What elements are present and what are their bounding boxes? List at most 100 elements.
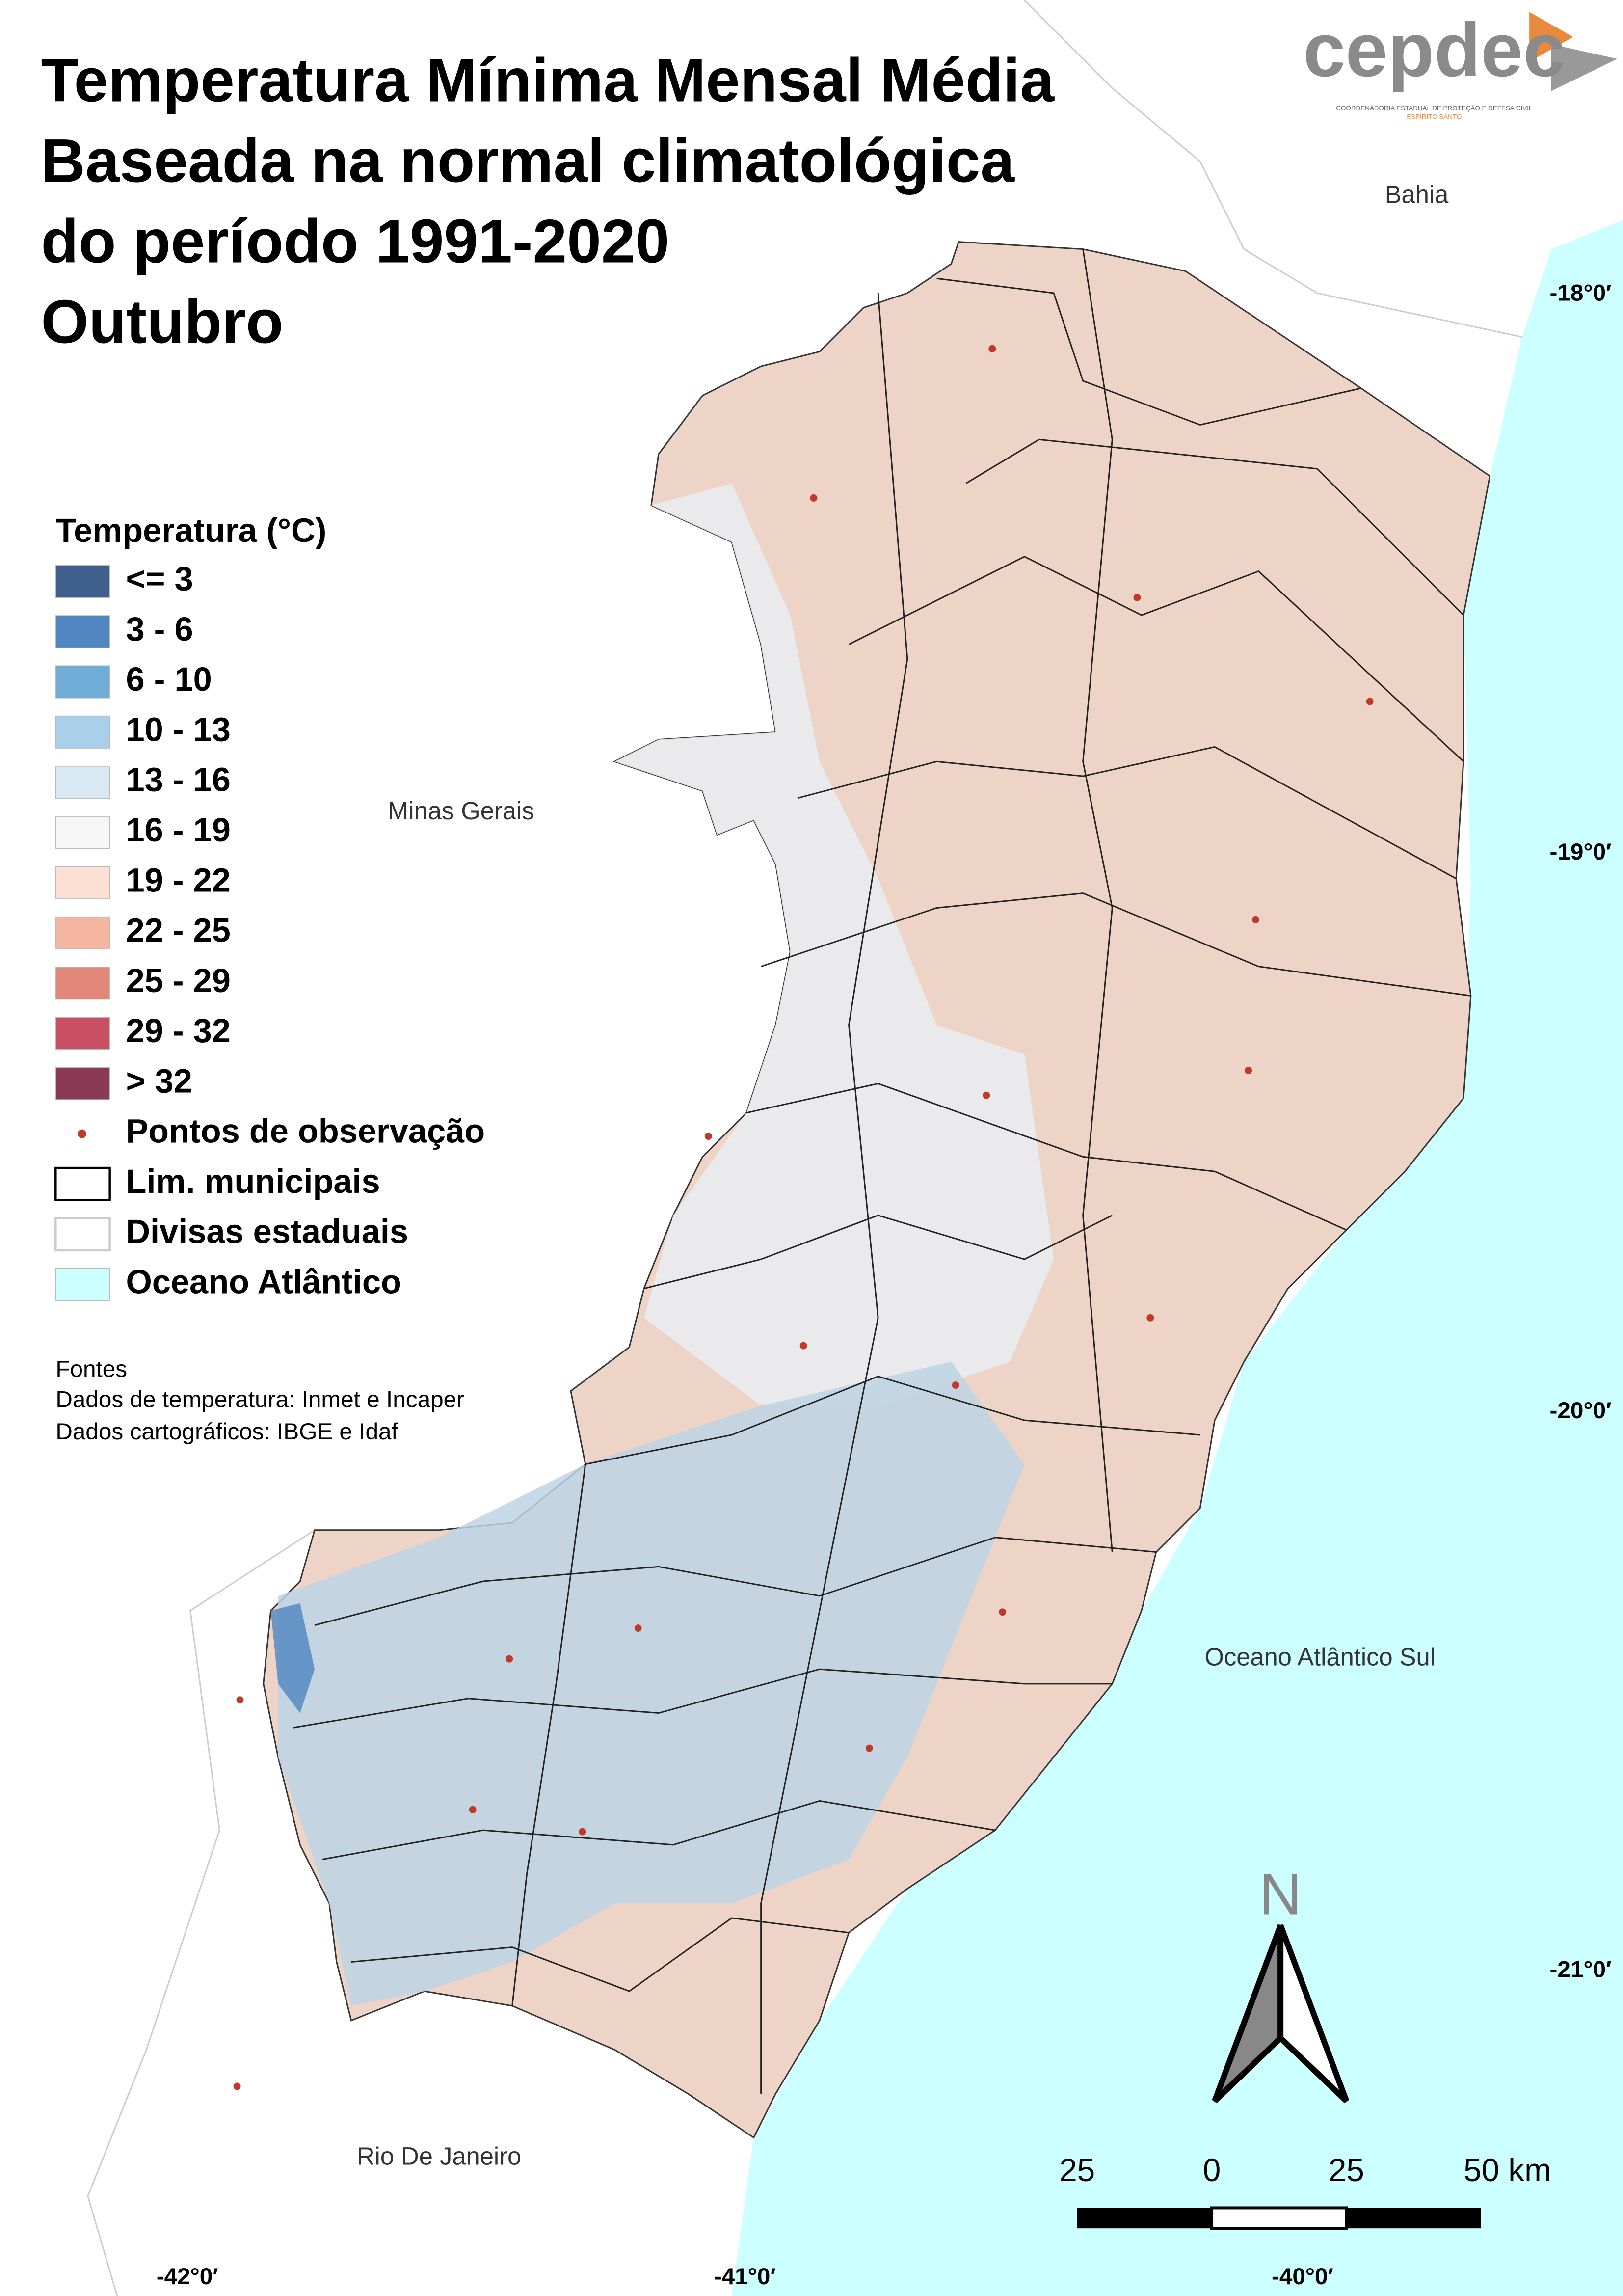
observation-point [1245, 1067, 1252, 1074]
title-line: Temperatura Mínima Mensal Média [41, 46, 1055, 115]
labels: Temperatura Mínima Mensal Média Baseada n… [41, 46, 1611, 2290]
sources: Dados de temperatura: Inmet e Incaper Dad… [55, 1388, 465, 1445]
legend-swatch [55, 1017, 110, 1050]
logo-subtitle: COORDENADORIA ESTADUAL DE PROTEÇÃO E DEF… [1336, 105, 1533, 112]
coldest-area [270, 1603, 315, 1713]
observation-point [810, 494, 818, 502]
legend-swatch [78, 1129, 86, 1138]
longitude-label: -41°0′ [714, 2264, 776, 2290]
legend-label: 25 - 29 [126, 962, 231, 999]
legend-swatch [55, 565, 110, 598]
observation-point [799, 1342, 807, 1350]
legend-swatch [55, 615, 110, 648]
cool-area [614, 483, 1054, 1406]
legend-label: Lim. municipais [126, 1162, 380, 1200]
legend-label: <= 3 [126, 560, 193, 598]
place-label: Rio De Janeiro [357, 2142, 521, 2170]
scale-label: 50 km [1463, 2152, 1551, 2188]
legend-label: 22 - 25 [126, 912, 231, 949]
latitude-label: -18°0′ [1550, 280, 1612, 306]
municipal-limit [321, 1800, 995, 1861]
municipal-limit [761, 892, 1471, 997]
municipal-limit [293, 1668, 1113, 1729]
logo-state: ESPÍRITO SANTO [1407, 113, 1462, 121]
logo-mark [1551, 44, 1618, 91]
latitude-label: -21°0′ [1550, 1956, 1612, 1982]
observation-point [999, 1608, 1007, 1616]
place-label: Bahia [1385, 181, 1449, 209]
legend-label: 16 - 19 [126, 811, 231, 849]
source-line: Dados cartográficos: IBGE e Idaf [55, 1419, 398, 1445]
north-arrow-right [1277, 1924, 1349, 2104]
north-label: N [1259, 1862, 1302, 1927]
legend-swatch [54, 1217, 111, 1252]
logo-name: cepdec [1303, 7, 1565, 92]
legend-label: Divisas estaduais [126, 1213, 408, 1250]
scale-segment [1077, 2208, 1212, 2229]
logo-mark [1529, 12, 1573, 62]
observation-point [579, 1828, 586, 1836]
municipal-limit [936, 277, 1361, 426]
municipal-limit [643, 1215, 1113, 1290]
observation-point [1252, 916, 1259, 923]
legend-label: 19 - 22 [126, 861, 231, 899]
municipal-limit [585, 1376, 1200, 1465]
municipal-limit [511, 1464, 586, 2006]
legend-swatch [55, 665, 110, 699]
observation-point [1133, 594, 1141, 601]
title-line: Outubro [41, 288, 283, 356]
scale-label: 25 [1059, 2152, 1095, 2188]
observation-point [865, 1744, 873, 1752]
state-border [87, 1529, 315, 2296]
logo: cepdec COORDENADORIA ESTADUAL DE PROTEÇÃ… [1303, 7, 1618, 121]
legend-swatch [55, 766, 110, 799]
longitude-label: -42°0′ [157, 2264, 218, 2290]
legend-swatch [55, 1268, 110, 1301]
municipal-limit [314, 1537, 1156, 1626]
observation-points [233, 345, 1374, 2090]
municipal-limits [293, 249, 1471, 2094]
title-line: Baseada na normal climatológica [41, 127, 1015, 195]
legend-label: Pontos de observação [126, 1112, 485, 1150]
legend-swatch [55, 1067, 110, 1100]
municipal-limit [760, 293, 908, 2094]
longitude-label: -40°0′ [1272, 2264, 1333, 2290]
legend-swatch [55, 916, 110, 949]
scale-segment [1346, 2208, 1481, 2229]
observation-point [469, 1806, 477, 1813]
scale-bar [1077, 2206, 1481, 2230]
observation-point [1366, 698, 1374, 705]
observation-point [704, 1133, 712, 1140]
municipal-limit [1082, 249, 1113, 1552]
municipal-limit [965, 438, 1464, 616]
state-border [1024, 0, 1522, 338]
observation-point [634, 1624, 642, 1632]
observation-point [988, 345, 996, 352]
legend-label: 6 - 10 [126, 660, 212, 698]
legend-label: 29 - 32 [126, 1012, 231, 1050]
observation-point [236, 1696, 244, 1704]
legend-swatch [55, 866, 110, 899]
legend-swatch [54, 1166, 111, 1201]
latitude-label: -20°0′ [1550, 1398, 1612, 1424]
scale-label: 0 [1203, 2152, 1221, 2188]
place-label: Minas Gerais [388, 797, 534, 825]
legend-title: Temperatura (°C) [55, 512, 326, 549]
scale-segment [1210, 2206, 1348, 2230]
legend-swatch [55, 967, 110, 1000]
legend-label: 10 - 13 [126, 710, 231, 748]
sources-heading: Fontes [55, 1356, 127, 1382]
ocean [731, 219, 1623, 2296]
legend-label: > 32 [126, 1062, 192, 1100]
latitude-label: -19°0′ [1550, 839, 1612, 865]
title-line: do período 1991-2020 [41, 207, 669, 276]
legend-label: 13 - 16 [126, 761, 231, 799]
legend-swatch [55, 816, 110, 849]
municipal-limit [848, 556, 1464, 762]
legend-swatch [55, 715, 110, 749]
north-arrow: N [1212, 1862, 1349, 2104]
observation-point [233, 2082, 241, 2090]
source-line: Dados de temperatura: Inmet e Incaper [55, 1388, 465, 1413]
observation-point [983, 1091, 990, 1099]
